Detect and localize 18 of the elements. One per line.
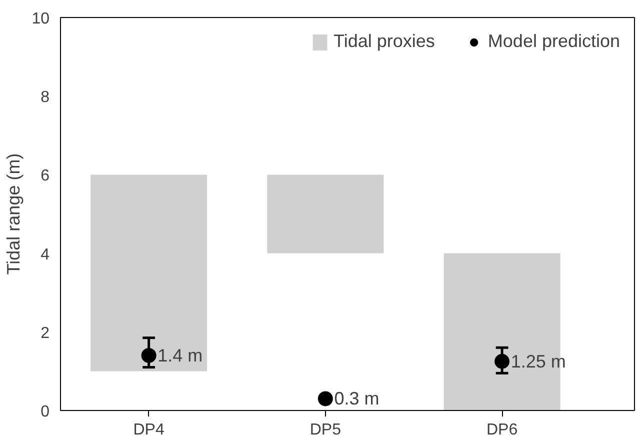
point [494,354,510,369]
y-tick-label: 6 [40,168,50,185]
y-tick-label: 0 [40,404,50,420]
point [141,348,156,363]
x-tick-label: DP5 [310,422,342,438]
data-label: 1.4 m [158,345,203,366]
y-tick-label: 10 [32,10,50,28]
y-tick-label: 2 [40,324,50,342]
legend-label: Model prediction [488,31,620,52]
data-label: 1.25 m [510,351,566,372]
x-tick-label: DP6 [486,422,518,438]
x-tick-label: DP4 [133,422,164,438]
y-tick-label: 4 [40,246,50,264]
legend-label: Tidal proxies [334,31,435,52]
point [318,391,333,406]
y-axis-title: Tidal range (m) [4,153,24,275]
y-tick-label: 8 [40,89,50,106]
data-label: 0.3 m [334,388,380,409]
